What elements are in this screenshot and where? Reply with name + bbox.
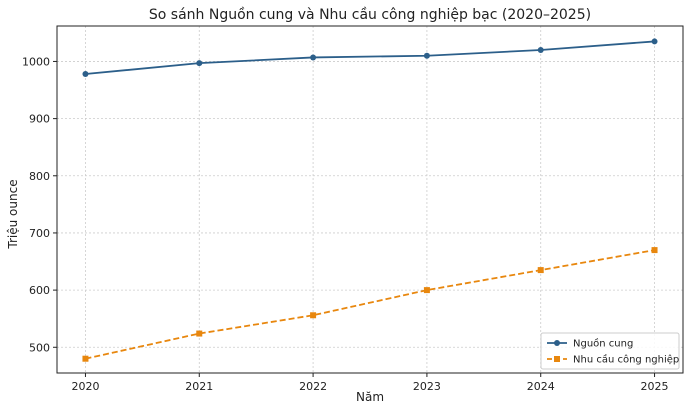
- legend-marker: [554, 356, 560, 362]
- legend-marker: [554, 340, 560, 346]
- y-tick-label: 800: [29, 170, 50, 183]
- data-point: [423, 287, 430, 294]
- axes: [56, 25, 684, 374]
- data-point: [310, 312, 317, 319]
- x-tick-label: 2021: [185, 380, 213, 393]
- y-tick-label: 600: [29, 284, 50, 297]
- data-point: [651, 247, 658, 254]
- y-ticks: 500 600 700 800 900 1000: [22, 55, 57, 354]
- y-tick-label: 1000: [22, 55, 50, 68]
- y-axis-label: Triệu ounce: [6, 179, 20, 249]
- x-tick-label: 2022: [299, 380, 327, 393]
- grid: [57, 26, 683, 373]
- legend-label: Nhu cầu công nghiệp: [573, 354, 679, 366]
- y-tick-label: 500: [29, 341, 50, 354]
- legend-item: Nhu cầu công nghiệp: [547, 354, 679, 366]
- series-layer: [82, 38, 658, 362]
- x-tick-label: 2025: [641, 380, 669, 393]
- x-tick-label: 2024: [527, 380, 555, 393]
- data-point: [310, 54, 317, 61]
- series-nhu-cau-cong-nghiep: [82, 247, 658, 362]
- series-nguon-cung: [82, 38, 658, 78]
- legend-label: Nguồn cung: [573, 338, 633, 350]
- data-point: [196, 60, 203, 67]
- y-tick-label: 900: [29, 113, 50, 126]
- data-point: [537, 47, 544, 54]
- legend: Nguồn cung Nhu cầu công nghiệp: [540, 332, 680, 370]
- legend-box: [540, 332, 680, 370]
- x-tick-label: 2023: [413, 380, 441, 393]
- x-axis-label: Năm: [356, 390, 384, 404]
- x-ticks: 2020 2021 2022 2023 2024 2025: [71, 373, 669, 393]
- data-point: [82, 71, 89, 78]
- series-line: [85, 40, 655, 75]
- data-point: [196, 330, 203, 337]
- data-point: [651, 38, 658, 45]
- legend-item: Nguồn cung: [547, 338, 633, 350]
- data-point: [82, 355, 89, 362]
- data-point: [537, 267, 544, 274]
- chart-title: So sánh Nguồn cung và Nhu cầu công nghiệ…: [149, 6, 591, 23]
- plot-frame: [56, 25, 684, 374]
- y-tick-label: 700: [29, 227, 50, 240]
- series-line: [85, 249, 655, 360]
- x-tick-label: 2020: [71, 380, 99, 393]
- data-point: [423, 52, 430, 59]
